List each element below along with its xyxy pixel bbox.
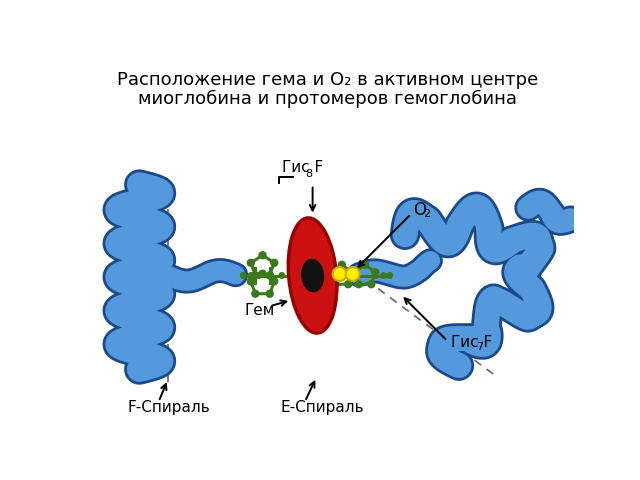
Text: миоглобина и протомеров гемоглобина: миоглобина и протомеров гемоглобина	[138, 90, 518, 108]
Circle shape	[252, 290, 259, 297]
Text: 7: 7	[476, 342, 483, 352]
Circle shape	[350, 273, 355, 278]
Circle shape	[355, 281, 362, 288]
Ellipse shape	[288, 218, 337, 333]
Circle shape	[256, 273, 262, 278]
Text: 8: 8	[305, 169, 312, 179]
Circle shape	[266, 272, 273, 279]
Text: O: O	[413, 201, 426, 219]
Text: 2: 2	[422, 209, 430, 219]
Circle shape	[368, 281, 375, 288]
Circle shape	[373, 273, 378, 278]
Circle shape	[291, 273, 296, 278]
Text: Гем: Гем	[245, 303, 275, 318]
Circle shape	[298, 273, 304, 278]
Text: Гис F: Гис F	[282, 160, 323, 175]
Circle shape	[362, 261, 369, 268]
Circle shape	[328, 269, 335, 276]
Circle shape	[279, 273, 285, 278]
Circle shape	[339, 261, 346, 268]
Circle shape	[241, 273, 246, 278]
Circle shape	[271, 259, 278, 266]
Circle shape	[252, 272, 259, 279]
Text: F-Спираль: F-Спираль	[128, 400, 211, 416]
Circle shape	[349, 269, 356, 276]
Circle shape	[259, 252, 266, 259]
Circle shape	[351, 269, 358, 276]
Text: Расположение гема и О₂ в активном центре: Расположение гема и О₂ в активном центре	[117, 72, 539, 89]
Ellipse shape	[302, 259, 323, 292]
Circle shape	[266, 290, 273, 297]
Circle shape	[387, 273, 392, 278]
Circle shape	[248, 273, 254, 278]
Circle shape	[372, 269, 379, 276]
Text: Гис F: Гис F	[451, 335, 492, 350]
Circle shape	[345, 281, 351, 288]
Circle shape	[329, 273, 335, 278]
Circle shape	[321, 273, 327, 278]
Circle shape	[332, 281, 339, 288]
Circle shape	[381, 273, 386, 278]
Circle shape	[268, 273, 273, 278]
Circle shape	[259, 270, 266, 277]
Circle shape	[271, 278, 278, 285]
Circle shape	[248, 259, 254, 266]
Circle shape	[248, 278, 254, 285]
Text: E-Спираль: E-Спираль	[280, 400, 364, 416]
Circle shape	[346, 267, 360, 281]
Circle shape	[333, 267, 346, 281]
